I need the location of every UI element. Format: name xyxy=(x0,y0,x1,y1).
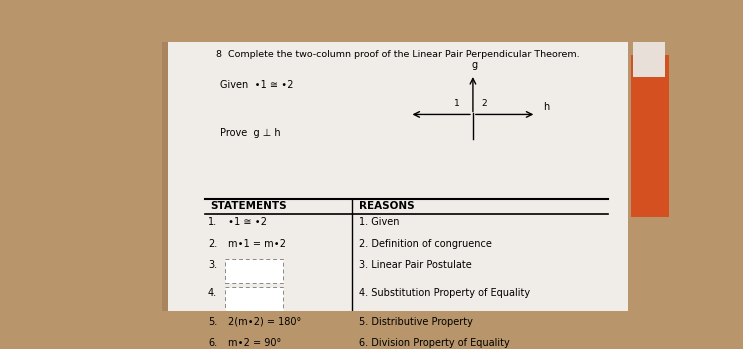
Text: 3.: 3. xyxy=(208,260,217,270)
Bar xyxy=(632,55,669,216)
Text: REASONS: REASONS xyxy=(359,201,415,211)
Bar xyxy=(633,42,665,77)
Text: m∙1 = m∙2: m∙1 = m∙2 xyxy=(228,239,286,248)
Bar xyxy=(225,259,283,283)
Text: 2(m∙2) = 180°: 2(m∙2) = 180° xyxy=(228,317,302,327)
Text: 4.: 4. xyxy=(208,288,217,298)
Text: 1. Given: 1. Given xyxy=(359,217,400,227)
Bar xyxy=(225,287,283,311)
Text: 2: 2 xyxy=(481,99,487,108)
Bar xyxy=(162,42,171,311)
Text: 6.: 6. xyxy=(208,338,217,348)
Text: 4. Substitution Property of Equality: 4. Substitution Property of Equality xyxy=(359,288,531,298)
Text: 1: 1 xyxy=(454,99,460,108)
Text: g: g xyxy=(471,60,477,70)
Text: Prove  g ⊥ h: Prove g ⊥ h xyxy=(220,128,280,138)
Text: 3. Linear Pair Postulate: 3. Linear Pair Postulate xyxy=(359,260,472,269)
Text: 2.: 2. xyxy=(208,239,217,248)
Text: h: h xyxy=(543,102,549,112)
Text: Given  ∙1 ≅ ∙2: Given ∙1 ≅ ∙2 xyxy=(220,80,293,89)
Text: 2. Definition of congruence: 2. Definition of congruence xyxy=(359,239,492,248)
Text: 5.: 5. xyxy=(208,317,217,327)
Text: 6. Division Property of Equality: 6. Division Property of Equality xyxy=(359,338,510,348)
Bar xyxy=(168,42,629,311)
Text: m∙2 = 90°: m∙2 = 90° xyxy=(228,338,282,348)
Text: 8  Complete the two-column proof of the Linear Pair Perpendicular Theorem.: 8 Complete the two-column proof of the L… xyxy=(216,50,580,59)
Text: 1.: 1. xyxy=(208,217,217,227)
Text: ∙1 ≅ ∙2: ∙1 ≅ ∙2 xyxy=(228,217,267,227)
Text: STATEMENTS: STATEMENTS xyxy=(210,201,286,211)
Text: 5. Distributive Property: 5. Distributive Property xyxy=(359,317,473,327)
